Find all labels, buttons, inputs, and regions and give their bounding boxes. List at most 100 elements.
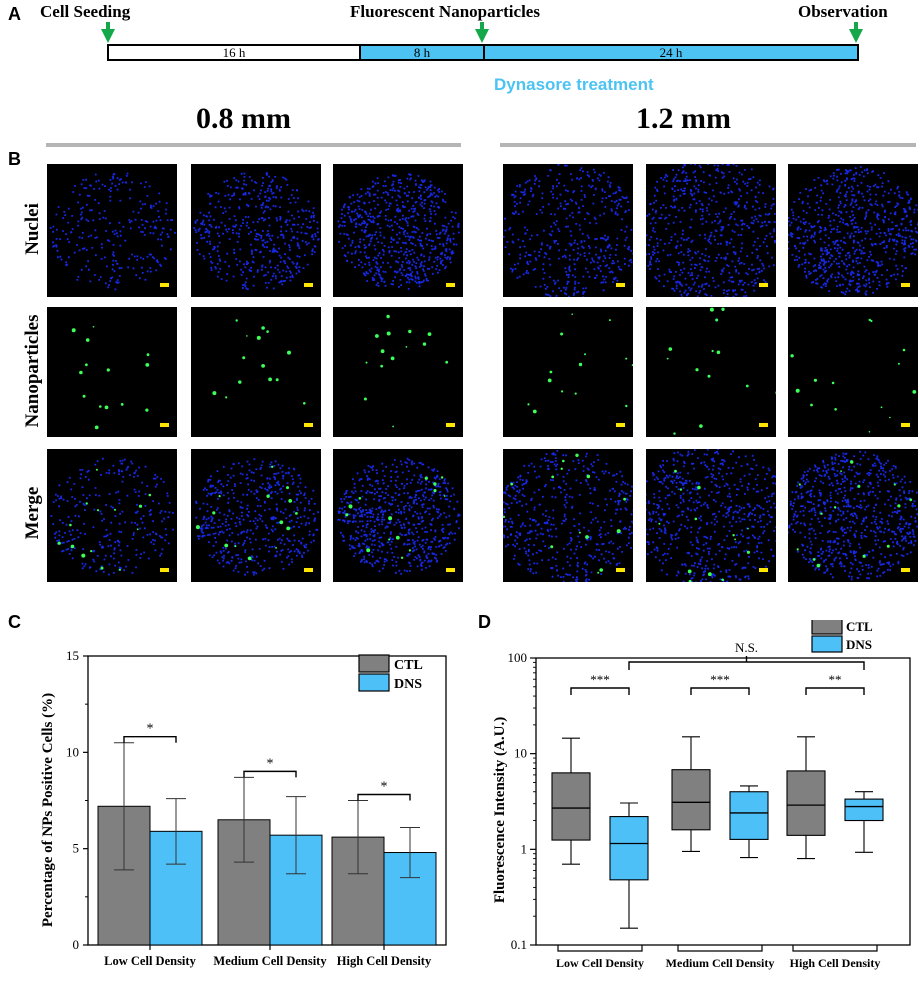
significance-bracket: [123, 736, 177, 743]
scale-bar: [446, 423, 455, 427]
scale-bar: [759, 568, 768, 572]
row-label-nuclei: Nuclei: [22, 203, 43, 255]
micrograph-nuclei: [646, 164, 776, 297]
row-label-merge: Merge: [22, 486, 43, 540]
y-tick-label: 0.1: [511, 937, 527, 952]
box-ctl: [786, 770, 826, 836]
scale-bar: [616, 568, 625, 572]
group-bracket: [792, 945, 878, 952]
legend-swatch-ctl: [811, 620, 843, 635]
micrograph-merge: [333, 449, 463, 582]
y-tick-label: 100: [508, 650, 528, 665]
scale-bar: [616, 423, 625, 427]
micrograph-merge: [47, 449, 177, 582]
box-ctl: [551, 772, 591, 841]
y-tick-label: 1: [521, 841, 528, 856]
scale-bar: [160, 568, 169, 572]
micrograph-merge: [503, 449, 633, 582]
group-title-12mm: 1.2 mm: [636, 102, 731, 135]
bar-ctl: [217, 819, 271, 946]
significance-label: *: [147, 722, 154, 737]
micrograph-merge: [191, 449, 321, 582]
group-bracket: [557, 945, 643, 952]
group-title-08mm: 0.8 mm: [196, 102, 291, 135]
micrograph-nanoparticles: [788, 307, 918, 437]
x-tick-label: Low Cell Density: [104, 954, 196, 968]
micrograph-nanoparticles: [191, 307, 321, 437]
scale-bar: [160, 283, 169, 287]
scale-bar: [304, 568, 313, 572]
legend-swatch-dns: [358, 673, 390, 692]
x-tick-label: Medium Cell Density: [213, 954, 327, 968]
micrograph-nanoparticles: [47, 307, 177, 437]
significance-bracket: [570, 687, 630, 695]
cell-seeding-label: Cell Seeding: [40, 2, 131, 21]
segment-16h: 16 h: [107, 44, 361, 61]
x-tick-label: Low Cell Density: [556, 956, 644, 970]
micrograph-nanoparticles: [646, 307, 776, 437]
segment-24h: 24 h: [483, 44, 859, 61]
legend-label-ctl: CTL: [394, 658, 423, 673]
arrow-down-icon: [854, 22, 858, 30]
significance-label: *: [381, 780, 388, 795]
significance-label: ***: [590, 672, 610, 687]
micrograph-nuclei: [191, 164, 321, 297]
bar-chart-ylabel: Percentage of NPs Positive Cells (%): [40, 693, 56, 927]
scale-bar: [759, 283, 768, 287]
significance-bracket: [805, 687, 865, 695]
y-tick-label: 5: [73, 841, 80, 856]
micrograph-nuclei: [47, 164, 177, 297]
micrograph-nuclei: [503, 164, 633, 297]
y-tick-label: 10: [66, 744, 79, 759]
significance-label: *: [267, 756, 274, 771]
overall-significance-label: N.S.: [735, 640, 758, 655]
x-tick-label: High Cell Density: [790, 956, 881, 970]
scale-bar: [446, 568, 455, 572]
micrograph-nanoparticles: [333, 307, 463, 437]
panel-label-c: C: [8, 612, 21, 632]
dynasore-treatment-label: Dynasore treatment: [494, 75, 654, 94]
arrow-down-icon: [475, 29, 489, 43]
box-dns: [844, 798, 884, 822]
box-chart: 0.1 1 10 100 Low Cell Density Medium Cell Den…: [492, 620, 911, 970]
legend-label-dns: DNS: [846, 637, 872, 652]
micrograph-merge: [788, 449, 918, 582]
scale-bar: [901, 568, 910, 572]
group-divider-left: [46, 143, 461, 147]
x-tick-label: High Cell Density: [337, 954, 432, 968]
significance-bracket: [690, 687, 750, 695]
legend-label-dns: DNS: [394, 677, 422, 692]
micrograph-nuclei: [333, 164, 463, 297]
segment-8h: 8 h: [359, 44, 485, 61]
scale-bar: [759, 423, 768, 427]
arrow-down-icon: [849, 29, 863, 43]
micrograph-merge: [646, 449, 776, 582]
scale-bar: [304, 283, 313, 287]
box-dns: [609, 816, 649, 881]
panel-label-b: B: [8, 149, 21, 169]
scale-bar: [304, 423, 313, 427]
box-chart-ylabel: Fluorescence Intensity (A.U.): [492, 717, 508, 903]
box-ctl: [671, 769, 711, 831]
box-chart-legend: CTL DNS: [811, 620, 873, 653]
x-tick-label: Medium Cell Density: [666, 956, 775, 970]
arrow-down-icon: [106, 22, 110, 30]
group-divider-right: [500, 143, 916, 147]
y-tick-label: 15: [66, 648, 79, 663]
bar-chart-legend: CTL DNS: [358, 654, 423, 692]
significance-bracket: [243, 770, 297, 778]
scale-bar: [901, 283, 910, 287]
significance-label: ***: [710, 672, 730, 687]
micrograph-nanoparticles: [503, 307, 633, 437]
observation-label: Observation: [798, 2, 888, 21]
legend-swatch-dns: [811, 635, 843, 653]
row-label-nanoparticles: Nanoparticles: [22, 314, 43, 428]
scale-bar: [616, 283, 625, 287]
legend-swatch-ctl: [358, 654, 390, 673]
arrow-down-icon: [480, 22, 484, 30]
scale-bar: [446, 283, 455, 287]
nanoparticles-label: Fluorescent Nanoparticles: [350, 2, 540, 21]
y-tick-label: 10: [514, 746, 527, 761]
significance-bracket: [357, 793, 411, 801]
overall-bracket: [628, 656, 865, 670]
